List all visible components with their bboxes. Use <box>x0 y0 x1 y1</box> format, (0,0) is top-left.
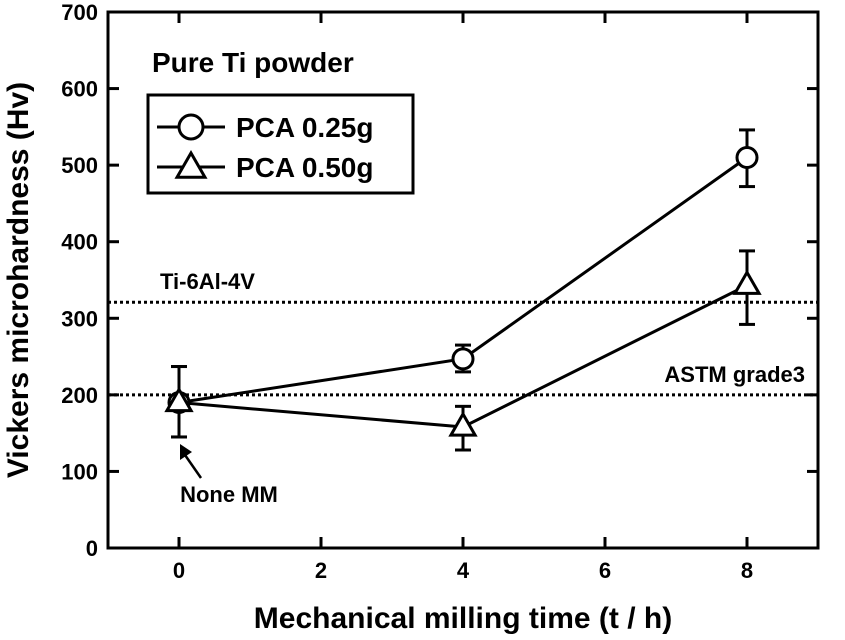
x-tick-label: 2 <box>315 558 327 583</box>
legend-marker-triangle <box>174 149 208 179</box>
y-tick-label: 500 <box>61 153 98 178</box>
reference-lines <box>108 300 818 397</box>
data-point <box>735 145 759 169</box>
reference-label-ti64: Ti-6Al-4V <box>160 269 255 294</box>
y-tick-label: 300 <box>61 306 98 331</box>
data-point <box>448 411 478 437</box>
data-point <box>164 386 194 413</box>
y-tick-label: 700 <box>61 0 98 25</box>
series-pca-050 <box>164 249 762 452</box>
x-tick-label: 6 <box>599 558 611 583</box>
legend-label-pca-050: PCA 0.50g <box>236 152 373 183</box>
chart-title: Pure Ti powder <box>152 47 354 78</box>
x-tick-label: 8 <box>741 558 753 583</box>
annotation-arrow-head <box>180 444 192 460</box>
data-point <box>732 269 762 295</box>
y-tick-label: 400 <box>61 230 98 255</box>
y-axis-label: Vickers microhardness (Hv) <box>2 82 35 478</box>
y-tick-label: 0 <box>86 536 98 561</box>
legend-marker-circle <box>177 113 205 141</box>
annotation-none-mm: None MM <box>180 482 278 507</box>
x-tick-label: 0 <box>173 558 185 583</box>
legend: PCA 0.25g PCA 0.50g <box>146 93 415 195</box>
data-point <box>451 347 475 371</box>
x-axis-label: Mechanical milling time (t / h) <box>254 602 672 635</box>
x-tick-label: 4 <box>457 558 470 583</box>
annotation-arrow <box>183 454 203 479</box>
y-tick-label: 200 <box>61 383 98 408</box>
reference-label-astm-grade3: ASTM grade3 <box>664 362 805 387</box>
y-tick-label: 600 <box>61 77 98 102</box>
none-mm-annotation: None MM <box>180 444 278 507</box>
series-layer <box>164 128 762 452</box>
y-tick-label: 100 <box>61 459 98 484</box>
legend-label-pca-025: PCA 0.25g <box>236 112 373 143</box>
axes: 0 2 4 6 8 0 100 200 300 400 500 600 700 <box>61 0 818 583</box>
